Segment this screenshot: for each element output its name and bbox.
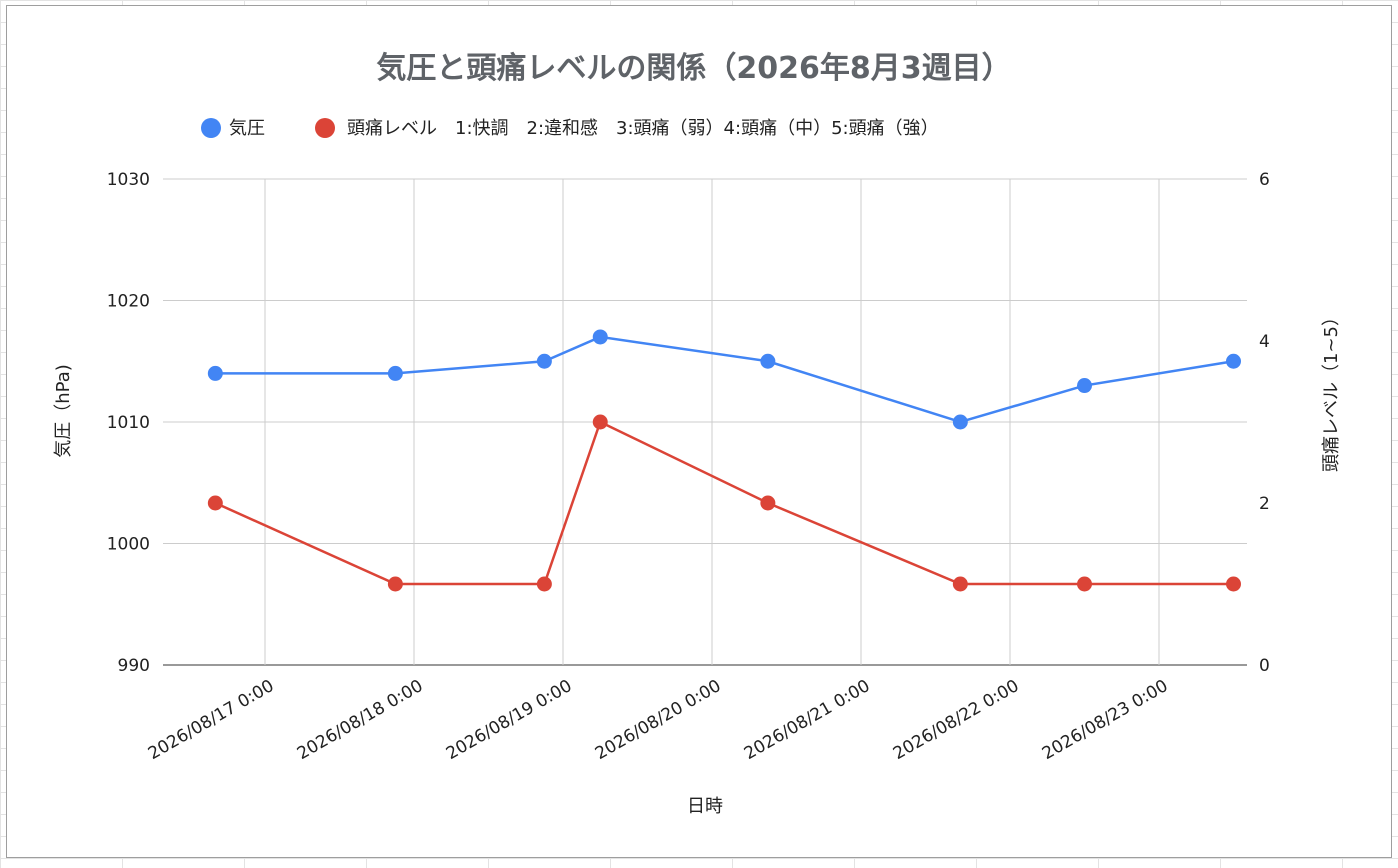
left-axis-ticks: 990 1000 1010 1020 1030 [107,170,150,676]
x-tick-label: 2026/08/23 0:00 [1039,676,1172,764]
data-point-0-0 [207,365,223,381]
legend-marker-pressure [201,118,221,138]
data-point-0-5 [952,414,968,430]
x-tick-label: 2026/08/18 0:00 [294,676,427,764]
data-point-0-2 [536,353,552,369]
legend-marker-headache [315,118,335,138]
y-right-tick-label: 2 [1259,494,1270,514]
legend-label-headache: 頭痛レベル 1:快調 2:違和感 3:頭痛（弱）4:頭痛（中）5:頭痛（強） [347,118,939,139]
y-left-tick-label: 1000 [107,535,150,555]
x-axis-title: 日時 [687,796,723,817]
x-tick-label: 2026/08/20 0:00 [592,676,725,764]
x-tick-label: 2026/08/22 0:00 [890,676,1023,764]
data-point-0-6 [1077,378,1092,394]
y-left-tick-label: 1030 [107,170,150,190]
series-layer [207,329,1241,592]
data-point-1-1 [387,576,403,592]
series-line-1 [214,420,1234,586]
y-left-tick-label: 1020 [107,292,150,312]
x-tick-label: 2026/08/21 0:00 [741,676,874,764]
y-left-tick-label: 1010 [107,413,150,433]
data-point-1-0 [207,495,223,511]
data-point-0-1 [387,365,403,381]
grid-horizontal [163,178,1247,666]
y-right-tick-label: 6 [1259,170,1270,190]
x-tick-label: 2026/08/19 0:00 [443,676,576,764]
right-axis-ticks: 0 2 4 6 [1259,170,1270,676]
data-point-0-7 [1226,353,1241,369]
chart-title: 気圧と頭痛レベルの関係（2026年8月3週目） [376,51,1011,86]
data-point-1-4 [760,495,776,511]
x-tick-label: 2026/08/17 0:00 [145,676,278,764]
legend-label-pressure: 気圧 [229,118,265,139]
y-right-tick-label: 4 [1259,332,1270,352]
chart-svg: 気圧と頭痛レベルの関係（2026年8月3週目） 気圧 頭痛レベル 1:快調 2:… [53,51,1342,817]
data-point-1-2 [536,576,552,592]
x-axis-ticks: 2026/08/17 0:00 2026/08/18 0:00 2026/08/19… [145,676,1172,764]
data-point-1-5 [952,576,968,592]
data-point-0-3 [592,329,608,345]
chart-frame: 気圧と頭痛レベルの関係（2026年8月3週目） 気圧 頭痛レベル 1:快調 2:… [6,5,1392,858]
y-right-tick-label: 0 [1259,656,1270,676]
data-point-0-4 [760,353,776,369]
legend: 気圧 頭痛レベル 1:快調 2:違和感 3:頭痛（弱）4:頭痛（中）5:頭痛（強… [201,118,939,139]
data-point-1-6 [1077,576,1092,592]
y-axis-right-title: 頭痛レベル（1~5） [1321,308,1342,472]
y-left-tick-label: 990 [118,656,150,676]
data-point-1-7 [1226,576,1241,592]
y-axis-left-title: 気圧（hPa) [53,364,74,458]
series-line-0 [215,335,1234,424]
data-point-1-3 [592,414,608,430]
